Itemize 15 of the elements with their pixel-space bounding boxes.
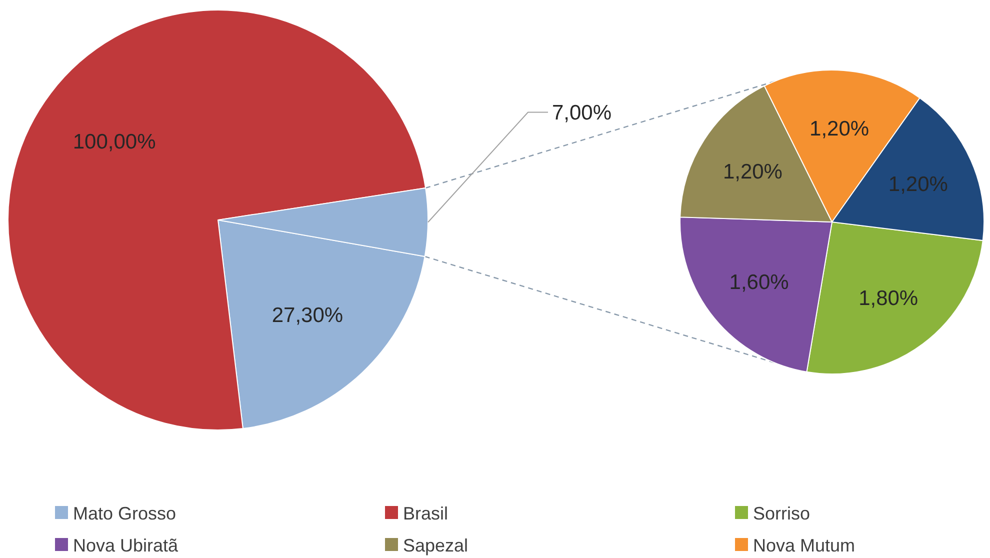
legend-label: Brasil: [403, 503, 448, 524]
legend-label: Nova Ubiratã: [73, 535, 180, 556]
data-label: 1,20%: [722, 160, 782, 184]
pie-slice: [8, 10, 426, 430]
data-label: 100,00%: [72, 130, 156, 154]
legend-label: Sapezal: [403, 535, 468, 556]
data-label: 27,30%: [272, 304, 344, 327]
legend-label: Sorriso: [753, 503, 810, 524]
legend-label: Nova Mutum: [753, 535, 856, 556]
data-label: 1,20%: [810, 117, 870, 140]
data-label: 1,20%: [888, 173, 948, 196]
data-label: 1,60%: [729, 271, 789, 294]
data-label: 7,00%: [552, 102, 612, 125]
legend-label: Mato Grosso: [73, 503, 176, 524]
data-label: 1,80%: [858, 286, 918, 310]
